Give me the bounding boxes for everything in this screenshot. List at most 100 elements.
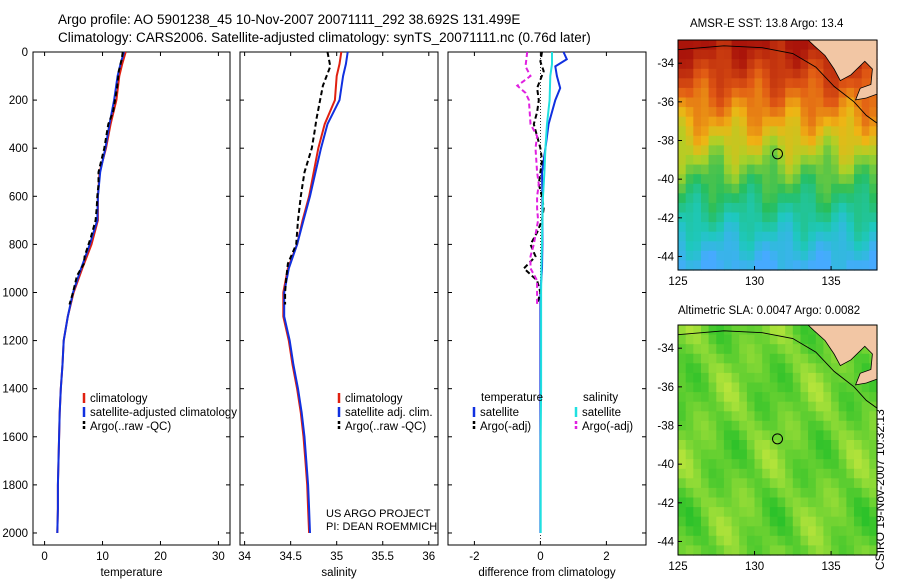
map-cell (746, 401, 756, 412)
legend-argo-label: Argo(..raw -QC) (345, 421, 426, 433)
map-cell (808, 164, 817, 175)
map-y-tick-label: -44 (657, 251, 674, 263)
map-cell (854, 401, 863, 412)
map-cell (746, 440, 756, 451)
map-y-tick-label: -36 (657, 382, 674, 394)
map-cell (815, 430, 825, 441)
map-cell (678, 135, 687, 146)
map-cell (701, 526, 710, 537)
map-cell (723, 241, 733, 252)
map-cell (823, 145, 832, 156)
map-cell (831, 507, 840, 518)
land-mass (807, 39, 878, 101)
map-cell (685, 116, 694, 127)
map-cell (823, 411, 832, 422)
map-cell (823, 250, 832, 261)
map-cell (762, 212, 771, 223)
map-cell (754, 135, 763, 146)
map-cell (854, 164, 863, 175)
map-cell (777, 526, 786, 537)
map-cell (808, 260, 817, 271)
map-cell (846, 372, 855, 384)
map-cell (838, 202, 847, 214)
map-cell (815, 68, 825, 79)
map-cell (716, 497, 725, 508)
map-cell (754, 78, 763, 89)
map-cell (777, 231, 786, 242)
map-cell (808, 202, 817, 214)
map-cell (754, 155, 763, 166)
map-cell (808, 459, 817, 470)
map-cell (731, 116, 740, 127)
map-cell (739, 116, 748, 127)
map-cell (792, 97, 802, 108)
map-cell (701, 126, 710, 137)
map-cell (746, 40, 756, 51)
map-cell (731, 97, 740, 108)
map-cell (708, 164, 717, 175)
map-cell (716, 507, 725, 518)
y-tick-label: 1600 (2, 432, 28, 444)
map-cell (701, 78, 710, 89)
map-cell (693, 507, 702, 518)
map-cell (685, 250, 694, 261)
map-cell (823, 459, 832, 470)
map-cell (785, 116, 794, 127)
map-cell (869, 135, 878, 146)
map-cell (723, 250, 733, 261)
map-cell (746, 497, 756, 508)
map-cell (785, 155, 794, 166)
map-cell (678, 478, 687, 489)
map-cell (831, 440, 840, 451)
map-cell (769, 40, 779, 51)
map-cell (762, 420, 771, 431)
map-cell (762, 401, 771, 412)
map-cell (800, 212, 809, 223)
map-cell (861, 116, 870, 127)
map-cell (777, 468, 786, 479)
x-tick-label: 34.5 (279, 551, 301, 563)
map-cell (815, 487, 825, 499)
map-cell (785, 449, 794, 460)
map-cell (678, 459, 687, 470)
map-cell (861, 526, 870, 537)
map-cell (800, 59, 809, 70)
map-cell (846, 78, 855, 89)
map-cell (808, 487, 817, 499)
map-cell (777, 372, 786, 384)
map-cell (769, 334, 779, 345)
map-cell (708, 126, 717, 137)
map-cell (678, 411, 687, 422)
map-cell (731, 107, 740, 118)
map-cell (693, 535, 702, 546)
map-cell (693, 478, 702, 489)
map-cell (861, 420, 870, 431)
x-tick-label: 0 (537, 551, 543, 563)
map-cell (823, 440, 832, 451)
map-cell (723, 126, 733, 137)
map-cell (777, 411, 786, 422)
map-cell (854, 155, 863, 166)
map-cell (838, 440, 847, 451)
map-cell (846, 231, 855, 242)
map-cell (693, 420, 702, 431)
map-cell (838, 193, 847, 204)
map-cell (739, 545, 748, 556)
map-cell (739, 411, 748, 422)
map-cell (716, 526, 725, 537)
map-cell (808, 212, 817, 223)
map-cell (785, 334, 794, 345)
map-cell (831, 497, 840, 508)
map-cell (731, 420, 740, 431)
map-cell (800, 545, 809, 556)
map-cell (777, 126, 786, 137)
map-cell (808, 382, 817, 393)
map-cell (869, 487, 878, 499)
map-cell (731, 250, 740, 261)
map-cell (785, 183, 794, 194)
map-cell (800, 260, 809, 271)
map-cell (823, 478, 832, 489)
map-cell (815, 145, 825, 156)
map-cell (785, 526, 794, 537)
map-cell (746, 420, 756, 431)
